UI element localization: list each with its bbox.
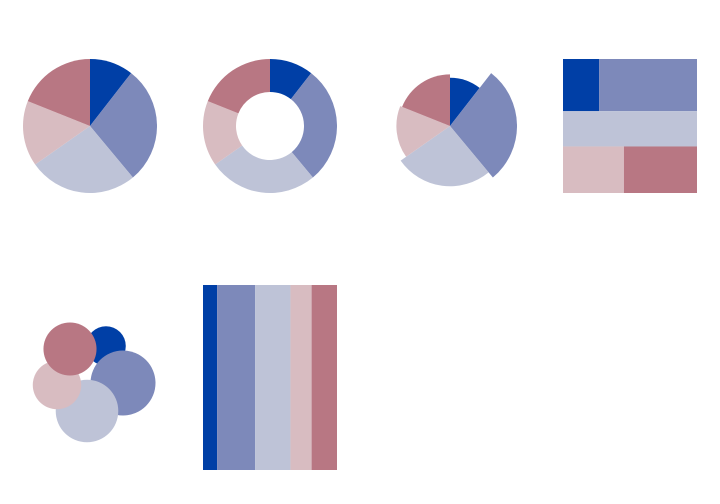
pie-slice [90, 73, 157, 178]
treemap-cell [563, 111, 697, 147]
stacked-bar-chart [203, 285, 337, 470]
pie-slice [27, 59, 90, 126]
stacked-segment [217, 285, 256, 470]
treemap-cell [623, 146, 697, 193]
donut-slice [270, 59, 312, 100]
treemap-chart [563, 59, 697, 193]
pie-slice [22, 101, 90, 165]
pie-slice [90, 59, 132, 126]
bubble-chart [32, 322, 156, 443]
donut-slice [215, 145, 313, 193]
stacked-segment [203, 285, 218, 470]
treemap-cell [563, 59, 600, 112]
pie-slice [35, 126, 133, 193]
donut-chart [203, 59, 337, 193]
polar-sector [450, 77, 480, 126]
treemap-cell [599, 59, 697, 112]
donut-slice [203, 101, 243, 165]
pie-chart [22, 59, 157, 193]
bubble [43, 322, 97, 376]
polar-sector [400, 126, 489, 187]
donut-slice [290, 73, 337, 178]
polar-sector [450, 73, 517, 178]
donut-slice [207, 59, 270, 114]
stacked-segment [290, 285, 312, 470]
polar-sector [402, 74, 450, 126]
polar-area-chart [396, 73, 517, 187]
polar-sector [396, 106, 450, 157]
stacked-segment [311, 285, 337, 470]
treemap-cell [563, 146, 624, 193]
stacked-segment [255, 285, 291, 470]
